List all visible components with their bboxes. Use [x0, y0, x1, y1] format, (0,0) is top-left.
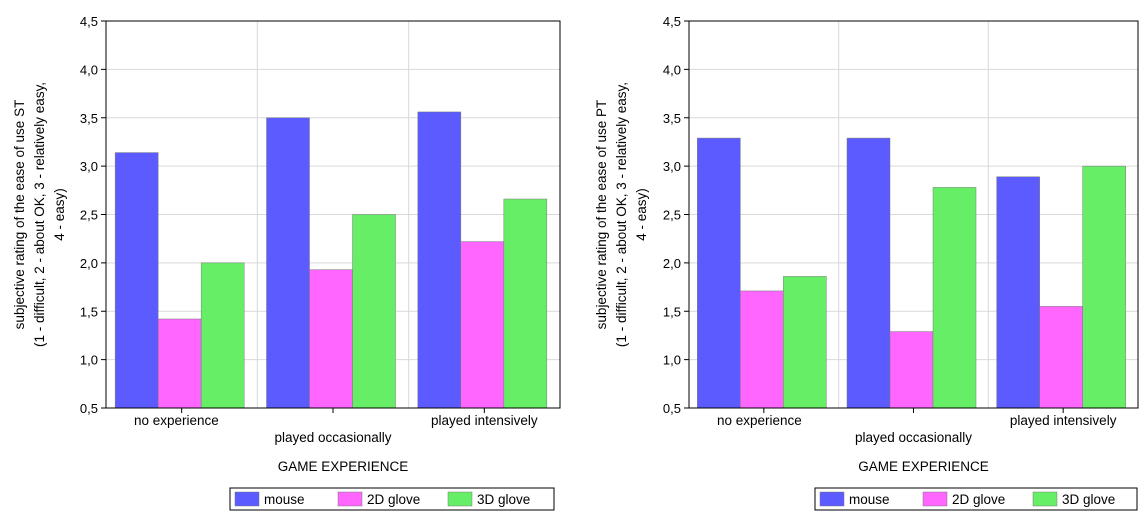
x-axis-label: GAME EXPERIENCE: [278, 459, 409, 474]
y-axis-label-line: 4 - easy): [52, 188, 67, 241]
x-tick-label: played occasionally: [274, 430, 391, 445]
bar-mouse-2: [846, 137, 891, 409]
legend-swatch-2d-glove: [922, 491, 948, 507]
y-tick-label: 0,5: [663, 401, 681, 416]
y-tick-label: 4,0: [80, 62, 98, 77]
y-tick-label: 2,5: [80, 208, 98, 223]
x-axis-label: GAME EXPERIENCE: [858, 459, 989, 474]
bar-3d-glove-3: [1082, 165, 1126, 409]
y-axis-label-line: subjective rating of the ease of use PT: [594, 100, 609, 330]
x-tick-label: played intensively: [431, 413, 538, 428]
legend-swatch-3d-glove: [1032, 491, 1058, 507]
bar-mouse-3: [417, 111, 462, 409]
bar-2d-glove-2: [889, 331, 934, 409]
y-axis-label-line: (1 - difficult, 2 - about OK, 3 - relati…: [32, 82, 47, 347]
legend-label: 3D glove: [1062, 492, 1115, 507]
y-tick-label: 1,0: [663, 353, 681, 368]
bar-2d-glove-1: [157, 318, 202, 409]
bar-2d-glove-3: [460, 241, 505, 409]
legend-label: 2D glove: [952, 492, 1005, 507]
bar-2d-glove-3: [1039, 306, 1083, 409]
y-tick-label: 3,0: [663, 159, 681, 174]
plot-frame: [105, 20, 561, 409]
bar-3d-glove-1: [783, 276, 827, 409]
y-axis-label-line: subjective rating of the ease of use ST: [12, 100, 27, 330]
bar-3d-glove-1: [200, 262, 245, 409]
bar-3d-glove-2: [932, 187, 977, 409]
bar-mouse-3: [996, 176, 1040, 409]
y-axis-label-line: 4 - easy): [634, 188, 649, 241]
x-tick-label: no experience: [134, 413, 219, 428]
legend: mouse 2D glove 3D glove: [814, 487, 1138, 511]
y-tick-label: 4,0: [663, 62, 681, 77]
bar-2d-glove-1: [740, 290, 784, 409]
y-tick-label: 0,5: [80, 401, 98, 416]
legend-label: mouse: [849, 492, 890, 507]
y-tick-label: 1,5: [80, 304, 98, 319]
legend-swatch-mouse: [234, 491, 260, 507]
bar-2d-glove-2: [309, 269, 353, 409]
y-tick-label: 4,5: [663, 14, 681, 29]
y-tick-label: 3,0: [80, 159, 98, 174]
y-tick-label: 2,0: [80, 256, 98, 271]
bar-3d-glove-2: [352, 214, 396, 409]
x-tick-label: played occasionally: [855, 430, 972, 445]
y-tick-label: 4,5: [80, 14, 98, 29]
legend-label: 3D glove: [477, 492, 530, 507]
legend-box: [229, 487, 555, 511]
x-tick-label: no experience: [717, 413, 802, 428]
y-tick-label: 2,0: [663, 256, 681, 271]
plot-frame: [688, 20, 1139, 409]
legend-swatch-mouse: [819, 491, 845, 507]
chart-1: 0,5 1,0 1,5 2,0 2,5 3,0 3,5 4,0 4,5 no experience…: [12, 14, 561, 511]
y-axis-label-line: (1 - difficult, 2 - about OK, 3 - relati…: [614, 82, 629, 347]
legend-label: mouse: [264, 492, 305, 507]
y-tick-label: 1,5: [663, 304, 681, 319]
x-tick-label: played intensively: [1010, 413, 1117, 428]
bar-3d-glove-3: [503, 198, 548, 409]
y-tick-label: 2,5: [663, 208, 681, 223]
bar-mouse-2: [266, 117, 310, 409]
chart-2: 0,5 1,0 1,5 2,0 2,5 3,0 3,5 4,0 4,5 no experience…: [594, 14, 1139, 511]
y-tick-label: 3,5: [663, 111, 681, 126]
legend-label: 2D glove: [367, 492, 420, 507]
y-tick-label: 3,5: [80, 111, 98, 126]
legend-swatch-3d-glove: [447, 491, 473, 507]
legend-swatch-2d-glove: [337, 491, 363, 507]
y-tick-label: 1,0: [80, 353, 98, 368]
legend: mouse 2D glove 3D glove: [229, 487, 555, 511]
bar-mouse-1: [114, 152, 159, 409]
bar-mouse-1: [697, 137, 741, 409]
